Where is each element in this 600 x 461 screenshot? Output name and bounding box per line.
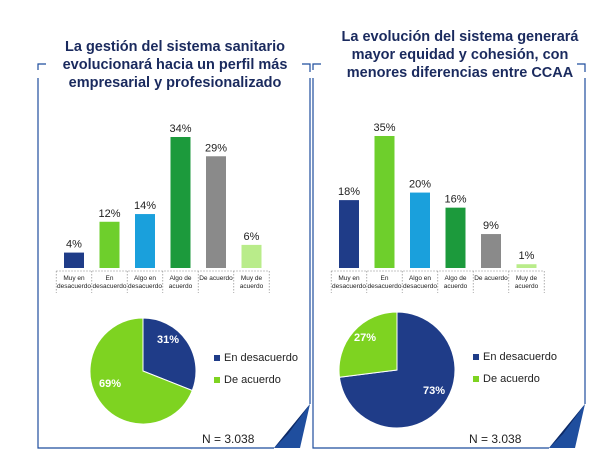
left-legend-swatch-1 — [214, 355, 220, 361]
right-panel: 18% Muy en desacuerdo 35% En desacuerdo 20% Alg… — [312, 63, 586, 449]
right-frame-corner-right — [577, 63, 586, 72]
left-bar-1 — [64, 252, 84, 268]
right-bar-5 — [481, 234, 501, 268]
left-chart-title: La gestión del sistema sanitario evoluci… — [62, 39, 288, 91]
left-bar-2 — [99, 221, 120, 268]
right-pie-label-1: 73% — [423, 385, 445, 397]
right-category-label-1-line-1: Muy en — [338, 275, 360, 282]
right-bar-label-5: 9% — [483, 220, 499, 232]
right-fold-shadow — [549, 404, 585, 448]
right-pie-slice-2 — [338, 311, 398, 378]
right-category-label-2-line-2: desacuerdo — [368, 283, 402, 290]
left-bar-5 — [206, 156, 226, 268]
left-bar-3 — [135, 214, 155, 268]
left-legend-swatch-2 — [214, 377, 220, 383]
right-legend-label-1: En desacuerdo — [483, 351, 557, 363]
left-category-label-2-line-2: desacuerdo — [93, 283, 127, 290]
right-chart-title: La evolución del sistema generará mayor … — [341, 29, 579, 81]
right-bar-label-4: 16% — [444, 194, 466, 206]
right-bar-6 — [516, 264, 537, 268]
left-bar-label-4: 34% — [169, 123, 191, 135]
left-category-label-6-line-1: Muy de — [241, 275, 263, 282]
right-bar-label-2: 35% — [373, 122, 395, 134]
right-category-label-4-line-1: Algo de — [444, 275, 466, 282]
right-category-label-2-line-1: En — [381, 275, 389, 282]
right-frame — [312, 78, 549, 449]
left-panel: 4% Muy en desacuerdo 12% En desacuerdo 14% Algo… — [37, 63, 311, 449]
left-category-label-3-line-2: desacuerdo — [128, 283, 162, 290]
right-legend-swatch-2 — [473, 376, 479, 382]
left-bar-6 — [241, 244, 262, 268]
left-sample-size: N = 3.038 — [202, 432, 255, 446]
left-category-label-2-line-1: En — [106, 275, 114, 282]
left-frame-corner-right — [302, 63, 311, 72]
right-bar-label-6: 1% — [519, 250, 535, 262]
right-category-label-5: De acuerdo — [474, 275, 508, 282]
left-bar-4 — [170, 137, 191, 268]
right-category-label-6-line-1: Muy de — [516, 275, 538, 282]
left-fold-shadow — [274, 404, 310, 448]
right-panel-chart: 18%Muy endesacuerdo35%Endesacuerdo20%Alg… — [312, 63, 586, 449]
right-category-label-4-line-2: acuerdo — [444, 283, 468, 290]
right-category-label-3-line-2: desacuerdo — [403, 283, 437, 290]
right-category-label-3-line-1: Algo en — [409, 275, 431, 282]
right-bar-label-3: 20% — [409, 179, 431, 191]
right-legend-swatch-1 — [473, 354, 479, 360]
left-category-label-6-line-2: acuerdo — [240, 283, 264, 290]
left-category-label-4-line-1: Algo de — [169, 275, 191, 282]
right-sample-size: N = 3.038 — [469, 432, 522, 446]
left-legend-label-2: De acuerdo — [224, 374, 281, 386]
left-category-label-1-line-2: desacuerdo — [57, 283, 91, 290]
right-bar-1 — [339, 200, 359, 268]
left-pie-label-1: 31% — [157, 334, 179, 346]
left-pie-slice-2 — [89, 317, 193, 425]
right-bar-2 — [374, 136, 395, 268]
right-bar-3 — [410, 192, 430, 268]
left-bar-label-1: 4% — [66, 239, 82, 251]
right-category-label-1-line-2: desacuerdo — [332, 283, 366, 290]
left-frame — [37, 78, 274, 449]
right-frame-corner-left — [312, 63, 321, 70]
right-pie-label-2: 27% — [354, 332, 376, 344]
left-category-label-1-line-1: Muy en — [63, 275, 85, 282]
left-panel-chart: 4%Muy endesacuerdo12%Endesacuerdo14%Algo… — [37, 63, 311, 449]
left-pie-label-2: 69% — [99, 378, 121, 390]
right-bar-4 — [445, 207, 466, 268]
left-bar-label-6: 6% — [244, 231, 260, 243]
left-bar-label-5: 29% — [205, 142, 227, 154]
left-category-label-4-line-2: acuerdo — [169, 283, 193, 290]
right-category-label-6-line-2: acuerdo — [515, 283, 539, 290]
left-bar-label-2: 12% — [98, 208, 120, 220]
left-bar-label-3: 14% — [134, 200, 156, 212]
left-pie-slice-1 — [142, 317, 197, 392]
right-legend-label-2: De acuerdo — [483, 373, 540, 385]
left-category-label-5: De acuerdo — [199, 275, 233, 282]
left-frame-corner-left — [37, 63, 46, 70]
left-category-label-3-line-1: Algo en — [134, 275, 156, 282]
right-bar-label-1: 18% — [338, 186, 360, 198]
left-legend-label-1: En desacuerdo — [224, 352, 298, 364]
